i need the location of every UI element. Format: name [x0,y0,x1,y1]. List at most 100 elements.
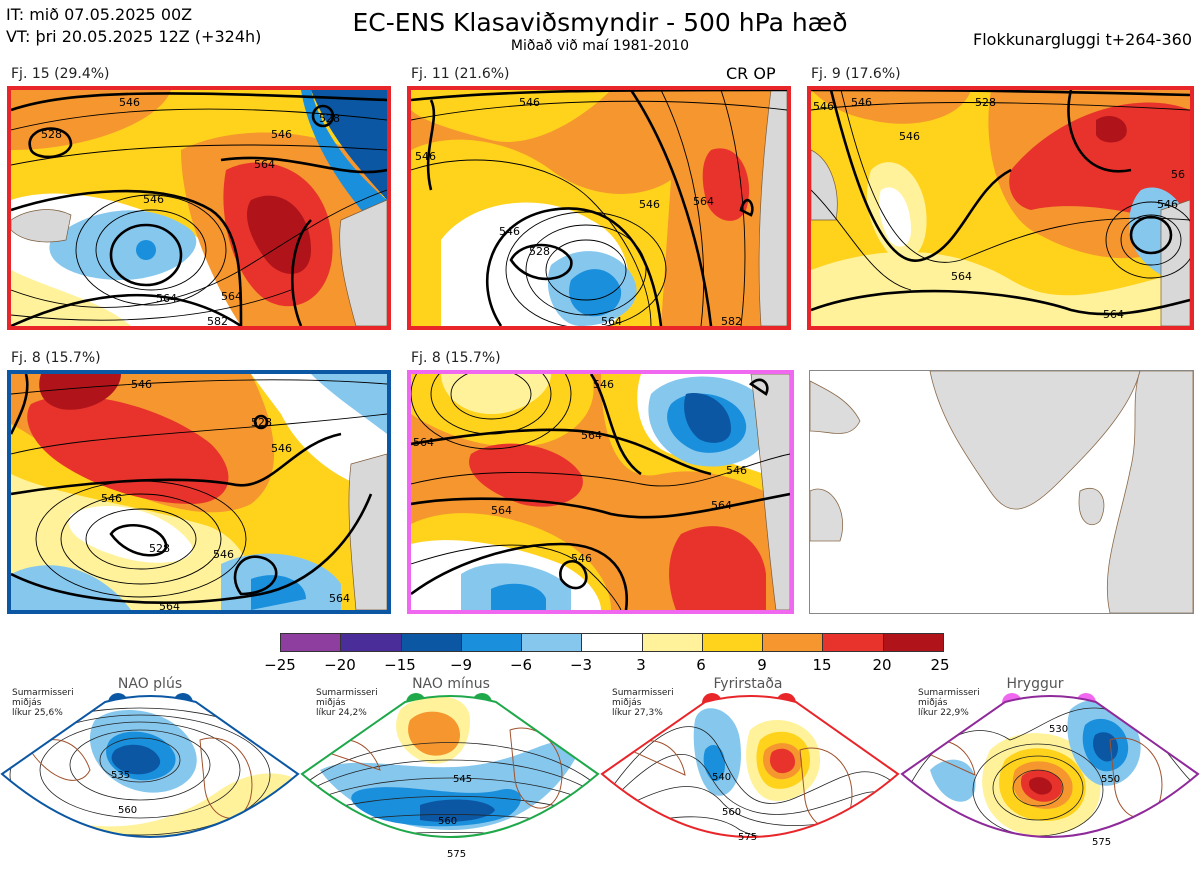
colorbar-label: 9 [757,656,767,674]
colorbar-label: −25 [264,656,296,674]
regime-season: Sumarmisseri [612,688,674,698]
regime-probability: líkur 22,9% [918,708,969,718]
contour-label: 528 [149,542,170,555]
contour-label: 564 [156,292,177,305]
regime-season: Sumarmisseri [316,688,378,698]
contour-label: 546 [1157,198,1178,211]
contour-label: 56 [1171,168,1185,181]
cluster-map-2: 546 546 528 546 564 564 546 582 [407,86,791,330]
contour-label: 564 [581,429,602,442]
contour-label: 546 [899,130,920,143]
regime-2-title: NAO mínus [412,676,490,692]
contour-label: 564 [491,504,512,517]
colorbar-label: −3 [569,656,593,674]
contour-label: 564 [1103,308,1124,321]
regime-season: Sumarmisseri [12,688,74,698]
colorbar-segment [582,634,643,651]
contour-label: 528 [251,416,272,429]
contour-label: 560 [438,816,457,827]
regime-2-map: 545 560 575 [300,695,600,860]
regime-season: Sumarmisseri [918,688,980,698]
regime-mean: miðjás [12,698,42,708]
contour-label: 546 [851,96,872,109]
cluster-map-5: 564 564 546 564 564 546 546 [407,370,794,614]
contour-label: 546 [271,442,292,455]
valid-time: VT: þri 20.05.2025 12Z (+324h) [6,27,262,46]
header-info: IT: mið 07.05.2025 00Z VT: þri 20.05.202… [6,4,261,48]
colorbar-label: −9 [449,656,473,674]
colorbar-label: −6 [509,656,533,674]
regime-3-info: Sumarmisseri miðjás líkur 27,3% [612,688,674,718]
panel-4-label: Fj. 8 (15.7%) [11,350,101,366]
contour-label: 546 [271,128,292,141]
colorbar-segment [341,634,402,651]
colorbar-segment [883,634,943,651]
cluster-map-4: 546 528 546 546 528 546 564 564 [7,370,391,614]
contour-label: 528 [319,112,340,125]
colorbar-segment [461,634,523,651]
panel-1-label: Fj. 15 (29.4%) [11,66,110,82]
contour-label: 564 [413,436,434,449]
regime-mean: miðjás [612,698,642,708]
regime-4-title: Hryggur [1006,676,1064,692]
page-title: EC-ENS Klasaviðsmyndir - 500 hPa hæð [352,8,848,37]
contour-label: 564 [159,600,180,610]
regime-1-info: Sumarmisseri miðjás líkur 25,6% [12,688,74,718]
regime-probability: líkur 24,2% [316,708,367,718]
contour-label: 528 [529,245,550,258]
regime-1-title: NAO plús [117,676,183,692]
regime-4-map: 530 550 575 [900,695,1200,848]
contour-label: 546 [213,548,234,561]
panel-5-label: Fj. 8 (15.7%) [411,350,501,366]
contour-label: 564 [711,499,732,512]
panel-3-label: Fj. 9 (17.6%) [811,66,901,82]
contour-label: 546 [571,552,592,565]
colorbar-segment [281,634,342,651]
regime-mean: miðjás [316,698,346,708]
panel-2-label: Fj. 11 (21.6%) [411,66,510,82]
colorbar [280,633,944,652]
contour-label: 560 [118,805,137,816]
base-map [809,370,1194,614]
contour-label: 582 [721,315,742,326]
contour-label: 575 [1092,837,1111,848]
regime-3-map: 540 560 575 [600,695,900,843]
contour-label: 582 [207,315,228,326]
cluster-map-3: 528 546 546 546 564 546 564 56 [807,86,1194,330]
contour-label: 564 [254,158,275,171]
classification-window: Flokkunargluggi t+264-360 [973,30,1192,49]
regime-probability: líkur 27,3% [612,708,663,718]
contour-label: 546 [593,378,614,391]
contour-label: 564 [221,290,242,303]
contour-label: 564 [329,592,350,605]
colorbar-label: 20 [872,656,892,674]
colorbar-segment [401,634,462,651]
contour-label: 545 [453,774,472,785]
init-time: IT: mið 07.05.2025 00Z [6,5,193,24]
colorbar-segment [702,634,764,651]
contour-label: 528 [41,128,62,141]
contour-label: 546 [119,96,140,109]
contour-label: 546 [813,100,834,113]
contour-label: 535 [111,770,130,781]
contour-label: 564 [601,315,622,326]
contour-label: 546 [639,198,660,211]
colorbar-segment [763,634,824,651]
regime-4-info: Sumarmisseri miðjás líkur 22,9% [918,688,980,718]
regime-2-info: Sumarmisseri miðjás líkur 24,2% [316,688,378,718]
contour-label: 575 [447,849,466,860]
contour-label: 560 [722,807,741,818]
contour-label: 530 [1049,724,1068,735]
colorbar-label: 6 [696,656,706,674]
colorbar-label: −15 [384,656,416,674]
colorbar-label: 15 [812,656,832,674]
contour-label: 564 [951,270,972,283]
panel-2-extra: CR OP [726,64,776,83]
contour-label: 540 [712,772,731,783]
colorbar-label: −20 [324,656,356,674]
contour-label: 575 [738,832,757,843]
regime-3-title: Fyrirstaða [713,676,783,692]
regime-probability: líkur 25,6% [12,708,63,718]
contour-label: 546 [726,464,747,477]
cluster-map-1: 546 564 564 546 528 528 546 564 582 [7,86,391,330]
